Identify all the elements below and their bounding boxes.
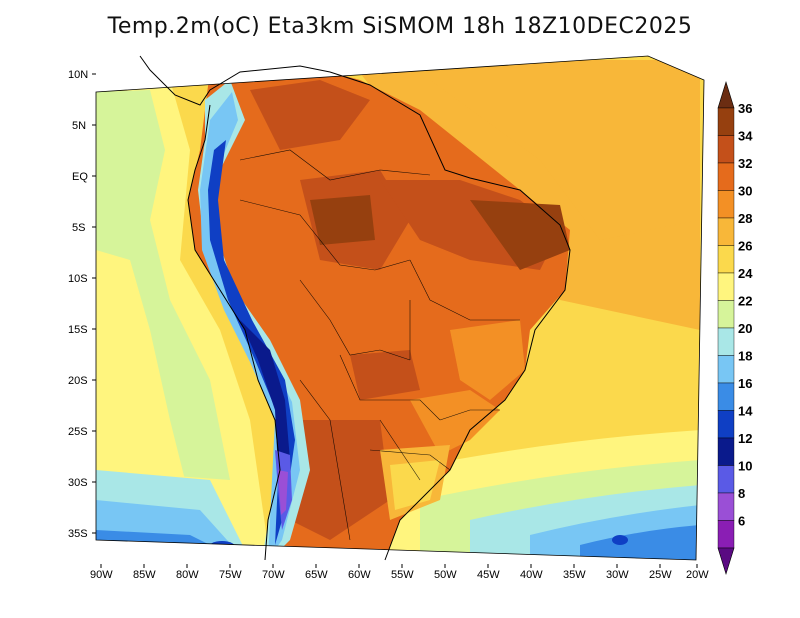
colorbar-label: 26 xyxy=(738,239,752,254)
domain-outline xyxy=(95,55,705,561)
lon-tick: 45W xyxy=(477,569,500,581)
lon-tick: 55W xyxy=(391,569,414,581)
country-borders xyxy=(239,149,520,541)
colorbar-swatch xyxy=(717,272,735,301)
colorbar-swatch xyxy=(717,410,735,439)
colorbar-bottom-arrow xyxy=(717,547,735,576)
lon-tick: 75W xyxy=(219,569,242,581)
colorbar-label: 32 xyxy=(738,156,752,171)
colorbar-label: 10 xyxy=(738,459,752,474)
lat-tick: 5S xyxy=(72,222,85,234)
lat-tick: 35S xyxy=(68,528,88,540)
lon-tick: 50W xyxy=(434,569,457,581)
lon-tick: 40W xyxy=(520,569,543,581)
colorbar-swatch xyxy=(717,465,735,494)
lon-tick: 80W xyxy=(176,569,199,581)
lat-tick: 5N xyxy=(72,120,86,132)
lat-tick: EQ xyxy=(72,171,88,183)
lat-tick: 10S xyxy=(68,273,88,285)
colorbar-swatch xyxy=(717,327,735,356)
colorbar-label: 30 xyxy=(738,184,752,199)
lat-tick: 10N xyxy=(68,69,88,81)
colorbar: 36 34 32 30 28 26 24 22 20 18 16 14 12 10 8 6 xyxy=(717,80,753,576)
colorbar-swatch xyxy=(717,492,735,521)
lon-tick: 85W xyxy=(133,569,156,581)
lon-tick: 65W xyxy=(305,569,328,581)
colorbar-label: 14 xyxy=(738,404,753,419)
colorbar-swatch xyxy=(717,245,735,274)
lat-tick: 30S xyxy=(68,477,88,489)
lon-tick: 30W xyxy=(606,569,629,581)
colorbar-swatch xyxy=(717,107,735,136)
colorbar-label: 28 xyxy=(738,211,752,226)
longitude-axis: 90W 85W 80W 75W 70W 65W 60W 55W 50W 45W … xyxy=(90,564,709,581)
colorbar-swatch xyxy=(717,437,735,466)
lon-tick: 25W xyxy=(649,569,672,581)
lat-tick: 25S xyxy=(68,426,88,438)
lat-tick: 20S xyxy=(68,375,88,387)
lon-tick: 35W xyxy=(563,569,586,581)
colorbar-swatch xyxy=(717,520,735,549)
lon-tick: 60W xyxy=(348,569,371,581)
temperature-field xyxy=(96,56,704,560)
colorbar-top-arrow xyxy=(717,80,735,109)
colorbar-swatch xyxy=(717,382,735,411)
colorbar-swatch xyxy=(717,355,735,384)
coastlines xyxy=(139,55,571,561)
colorbar-swatch xyxy=(717,217,735,246)
colorbar-swatch xyxy=(717,162,735,191)
colorbar-label: 20 xyxy=(738,321,752,336)
colorbar-swatch xyxy=(717,190,735,219)
colorbar-label: 8 xyxy=(738,486,745,501)
lon-tick: 70W xyxy=(262,569,285,581)
colorbar-label: 16 xyxy=(738,376,752,391)
colorbar-label: 22 xyxy=(738,294,752,309)
colorbar-label: 12 xyxy=(738,431,752,446)
colorbar-label: 18 xyxy=(738,349,752,364)
colorbar-label: 6 xyxy=(738,514,745,529)
colorbar-swatch xyxy=(717,135,735,164)
lon-tick: 20W xyxy=(686,569,709,581)
lat-tick: 15S xyxy=(68,324,88,336)
lon-tick: 90W xyxy=(90,569,113,581)
colorbar-swatch xyxy=(717,300,735,329)
colorbar-label: 36 xyxy=(738,101,752,116)
colorbar-label: 34 xyxy=(738,129,753,144)
colorbar-label: 24 xyxy=(738,266,753,281)
latitude-axis: 10N 5N EQ 5S 10S 15S 20S 25S 30S 35S xyxy=(68,69,96,540)
map-title: Temp.2m(oC) Eta3km SiSMOM 18h 18Z10DEC20… xyxy=(107,14,693,39)
